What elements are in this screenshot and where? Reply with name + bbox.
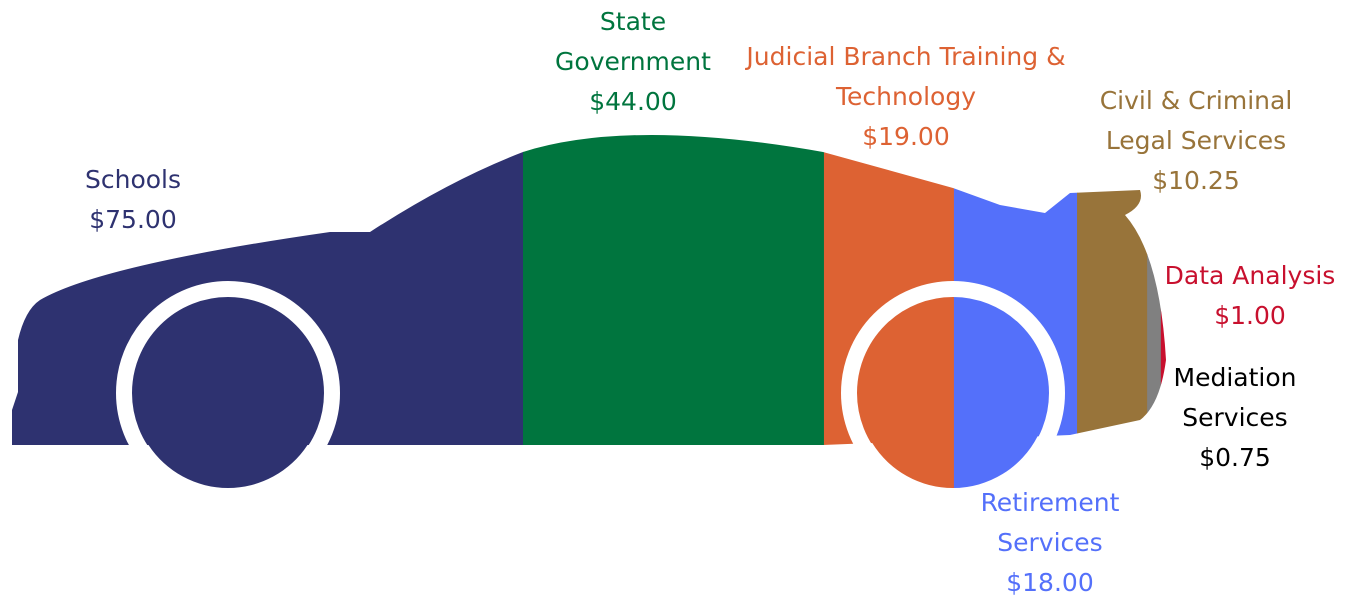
wheel-well xyxy=(841,281,1065,505)
segment-label: Retirement Services $18.00 xyxy=(955,483,1145,596)
segment-label: State Government $44.00 xyxy=(533,2,733,122)
value-label: $10.25 xyxy=(1152,166,1240,195)
value-label: $0.75 xyxy=(1199,443,1271,472)
segment-label: Civil & Criminal Legal Services $10.25 xyxy=(1076,81,1316,201)
category-name: State Government xyxy=(555,7,711,76)
segment-label: Judicial Branch Training & Technology $19… xyxy=(741,37,1071,157)
segment xyxy=(953,135,1078,488)
value-label: $18.00 xyxy=(1006,568,1094,596)
segment-label: Schools $75.00 xyxy=(58,160,208,240)
segment xyxy=(523,135,825,488)
segment-label: Mediation Services $0.75 xyxy=(1155,358,1315,478)
value-label: $75.00 xyxy=(89,205,177,234)
category-name: Mediation Services xyxy=(1173,363,1297,432)
category-name: Retirement Services xyxy=(980,488,1120,557)
category-name: Schools xyxy=(84,165,182,194)
wheel-well xyxy=(116,281,340,505)
value-label: $19.00 xyxy=(862,122,950,151)
value-label: $1.00 xyxy=(1214,301,1286,330)
category-name: Data Analysis xyxy=(1164,261,1336,290)
segment-label: Data Analysis $1.00 xyxy=(1145,256,1355,336)
value-label: $44.00 xyxy=(589,87,677,116)
segment xyxy=(823,135,955,488)
category-name: Civil & Criminal Legal Services xyxy=(1099,86,1293,155)
category-name: Judicial Branch Training & Technology xyxy=(746,42,1066,111)
